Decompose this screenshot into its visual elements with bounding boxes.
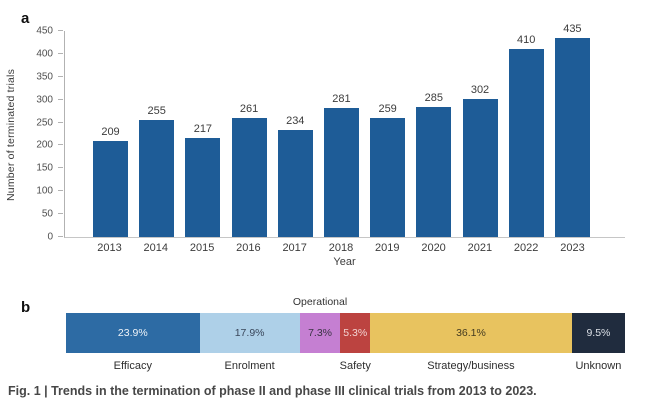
x-tick-2020: 2020 [421, 242, 446, 254]
x-tick-2021: 2021 [467, 242, 493, 254]
bar-value-label: 285 [424, 91, 443, 104]
bar-value-label: 281 [332, 93, 351, 106]
bar-value-label: 302 [470, 83, 490, 96]
y-tick-label: 450 [36, 25, 53, 37]
segment-unknown: 9.5% Unknown [571, 313, 625, 372]
y-tick-mark [58, 190, 63, 192]
bar-2022: 410 [508, 34, 544, 237]
x-tick-2016: 2016 [236, 242, 261, 254]
y-tick-mark [58, 75, 63, 77]
bar-value-label: 259 [378, 103, 397, 116]
x-tick-2019: 2019 [375, 242, 400, 254]
segment-label-enrolment: Enrolment [224, 360, 275, 372]
x-tick-2022: 2022 [513, 242, 539, 254]
x-tick-2015: 2015 [189, 242, 215, 254]
segment-label-operational: Operational [292, 296, 348, 308]
bar-value-label: 435 [563, 22, 582, 35]
segment-safety: 5.3% Safety [340, 313, 371, 372]
y-tick-mark [58, 98, 63, 100]
y-tick-mark [58, 144, 63, 146]
bar-2018: 281 [323, 93, 359, 237]
bar-value-label: 209 [101, 126, 120, 139]
segment-percentage: 17.9% [234, 327, 265, 339]
x-axis-title: Year [333, 256, 356, 268]
y-tick-label: 50 [41, 208, 53, 220]
bar-2019: 259 [370, 103, 406, 237]
bar-value-label: 261 [239, 102, 259, 115]
bar-2020: 285 [416, 92, 452, 237]
y-tick-mark [58, 236, 63, 237]
y-tick-label: 400 [36, 48, 53, 60]
y-tick-label: 350 [36, 71, 53, 83]
bar-value-label: 217 [193, 122, 213, 135]
y-tick-mark [58, 52, 63, 54]
y-tick-mark [58, 30, 63, 31]
panel-a-label: a [21, 10, 30, 27]
bar-2021: 302 [462, 84, 498, 237]
segment-percentage: 7.3% [308, 327, 332, 339]
y-tick-mark [58, 213, 63, 215]
x-tick-labels: 2013 2014 2015 2016 2017 2018 2019 2020 2021 2022… [92, 242, 590, 254]
segment-efficacy: 23.9% Efficacy [66, 313, 200, 372]
bar-2014: 255 [139, 105, 175, 237]
panel-b-label: b [21, 299, 31, 316]
x-tick-2018: 2018 [328, 242, 354, 254]
figure-caption: Fig. 1 | Trends in the termination of ph… [8, 384, 537, 398]
y-tick-label: 0 [47, 231, 53, 243]
segment-strategy-business: 36.1% Strategy/business [370, 313, 572, 372]
x-tick-2013: 2013 [97, 242, 122, 254]
bar-value-label: 410 [517, 34, 536, 47]
stacked-bar: 23.9% Efficacy 17.9% Enrolment 7.3% Operation… [66, 296, 625, 372]
segment-operational: 7.3% Operational [293, 296, 347, 353]
y-tick-mark [58, 121, 63, 123]
segment-percentage: 9.5% [586, 327, 611, 339]
bar-value-label: 255 [147, 105, 166, 118]
y-tick-label: 200 [36, 139, 53, 151]
segment-label-strategy-business: Strategy/business [427, 360, 515, 372]
bar-2015: 217 [185, 123, 221, 237]
bar-2016: 261 [231, 103, 267, 237]
bar-value-label: 234 [286, 114, 305, 127]
y-tick-label: 250 [36, 117, 53, 129]
bar-2017: 234 [277, 115, 313, 237]
bars: 209 255 217 261 234 281 259 285 302 410 435 [93, 23, 590, 237]
y-tick-mark [58, 167, 63, 169]
segment-percentage: 5.3% [343, 327, 368, 339]
plot-area: 209 255 217 261 234 281 259 285 302 410 435 0 50 100… [36, 23, 625, 243]
y-tick-label: 150 [36, 162, 53, 174]
x-tick-2023: 2023 [560, 242, 585, 254]
x-tick-2014: 2014 [143, 242, 169, 254]
y-tick-label: 300 [36, 94, 53, 106]
y-axis-title: Number of terminated trials [5, 68, 17, 201]
segment-enrolment: 17.9% Enrolment [199, 313, 300, 372]
segment-label-safety: Safety [339, 360, 371, 372]
segment-label-unknown: Unknown [575, 360, 622, 372]
bar-2013: 209 [93, 126, 128, 237]
segment-percentage: 23.9% [117, 327, 148, 339]
bar-2023: 435 [554, 23, 590, 237]
y-tick-label: 100 [36, 185, 53, 197]
segment-percentage: 36.1% [456, 327, 486, 339]
segment-label-efficacy: Efficacy [113, 360, 152, 372]
x-tick-2017: 2017 [282, 242, 307, 254]
